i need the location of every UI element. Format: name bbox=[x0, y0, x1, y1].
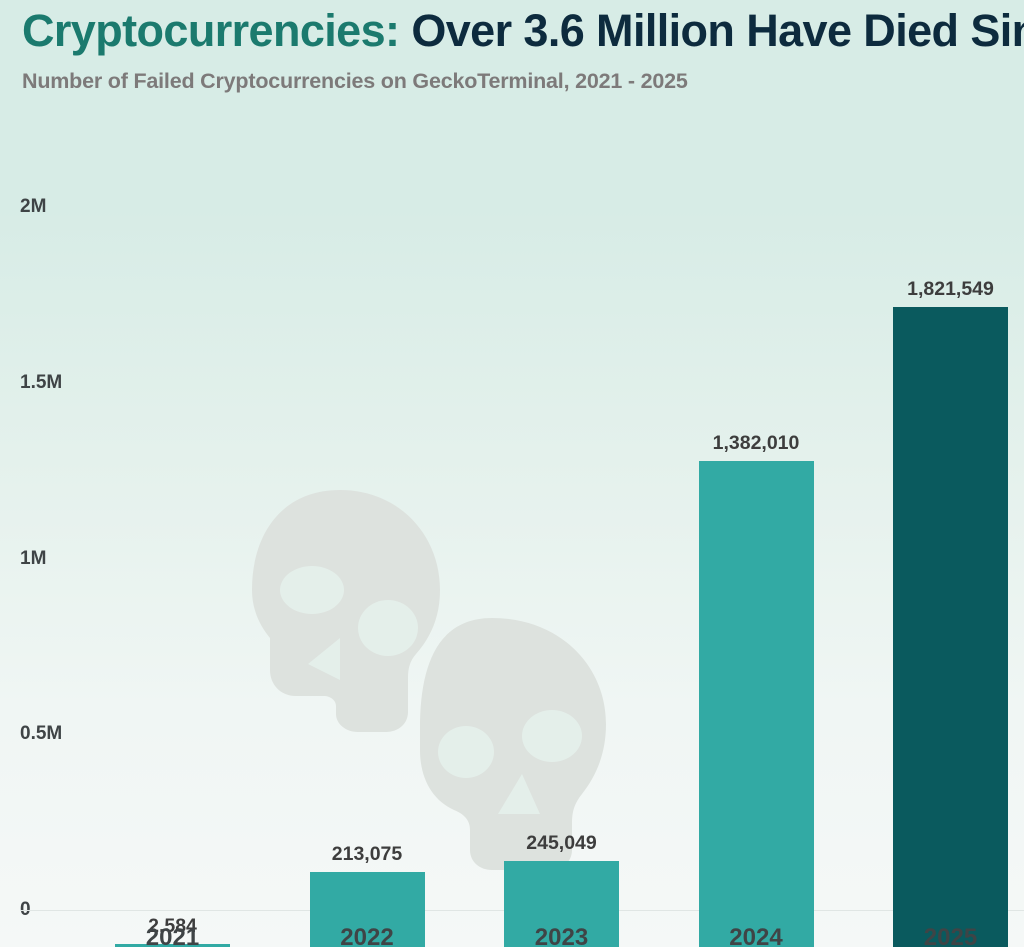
bar-value-label: 1,821,549 bbox=[907, 277, 994, 300]
bar-group[interactable]: 1,382,010 bbox=[698, 219, 814, 947]
y-axis-tick-label: 1.5M bbox=[20, 371, 63, 393]
y-axis-tick-label: 0 bbox=[20, 899, 31, 921]
x-axis-tick-label: 2024 bbox=[729, 924, 783, 947]
bar-group[interactable]: 1,821,549 bbox=[893, 219, 1008, 947]
page-title: Cryptocurrencies: Over 3.6 Million Have … bbox=[22, 5, 1024, 57]
bar-group[interactable]: 245,049 bbox=[504, 219, 619, 947]
bar[interactable] bbox=[504, 860, 619, 947]
y-axis-tick-label: 1M bbox=[20, 547, 47, 569]
title-highlight: Cryptocurrencies: bbox=[22, 5, 400, 56]
bar[interactable] bbox=[698, 461, 814, 947]
bar[interactable] bbox=[309, 872, 425, 947]
bar[interactable] bbox=[115, 944, 230, 947]
bar-value-label: 213,075 bbox=[331, 843, 403, 866]
title-rest: Over 3.6 Million Have Died Since 2021 bbox=[411, 5, 1024, 56]
bar-value-label: 2,584 bbox=[148, 915, 197, 937]
bar-group[interactable]: 213,075 bbox=[309, 219, 425, 947]
x-axis-tick-label: 2021 bbox=[145, 924, 200, 947]
bar[interactable] bbox=[893, 306, 1008, 947]
x-axis-tick-label: 2023 bbox=[534, 924, 589, 947]
bar-value-label: 245,049 bbox=[526, 831, 597, 854]
bar-group[interactable]: 2,584 bbox=[115, 219, 230, 947]
chart-subtitle: Number of Failed Cryptocurrencies on Gec… bbox=[22, 68, 688, 93]
bar-series: 2,584 2021 213,075 2022 245,049 2023 1,382,010… bbox=[0, 182, 1024, 947]
bar-value-label: 1,382,010 bbox=[712, 432, 800, 455]
y-axis-tick-label: 2M bbox=[20, 196, 47, 217]
x-axis-tick-label: 2025 bbox=[923, 924, 978, 947]
chart-header: Cryptocurrencies: Over 3.6 Million Have … bbox=[0, 0, 1024, 182]
x-axis-tick-label: 2022 bbox=[340, 924, 394, 947]
y-axis-tick-label: 0.5M bbox=[20, 723, 63, 745]
